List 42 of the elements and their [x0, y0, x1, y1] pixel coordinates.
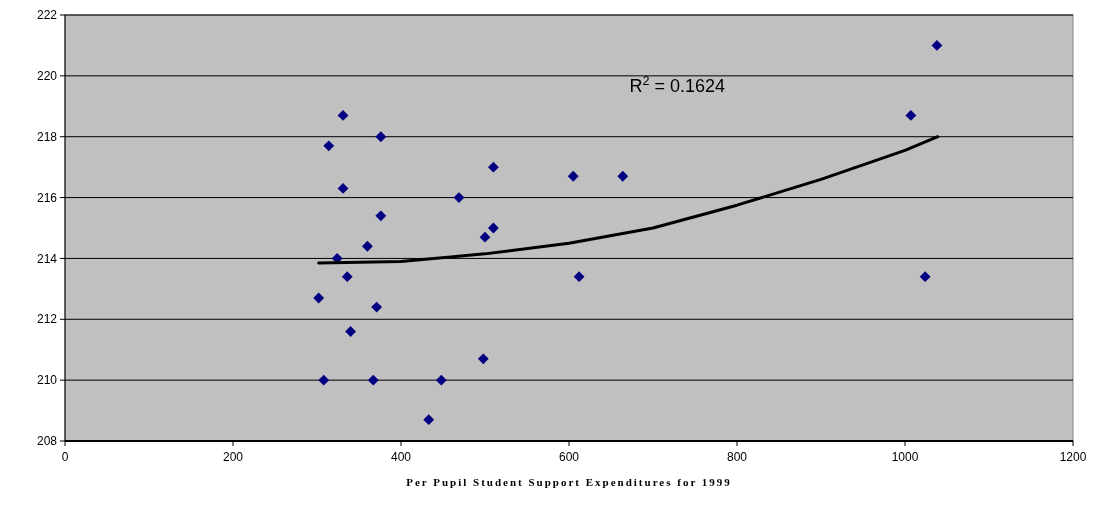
- point: [487, 222, 499, 234]
- point: [345, 326, 357, 337]
- point: [905, 109, 917, 121]
- point: [487, 161, 499, 173]
- y-tick-label: 216: [36, 190, 58, 205]
- point: [367, 374, 379, 386]
- y-tick-label: 212: [36, 312, 58, 327]
- y-tick-label: 208: [36, 434, 58, 449]
- point: [931, 40, 943, 51]
- x-tick-label: 400: [390, 450, 412, 464]
- point: [423, 414, 435, 426]
- y-tick-label: 214: [36, 251, 58, 266]
- y-tick-label: 218: [36, 129, 58, 144]
- point: [337, 183, 349, 194]
- point: [453, 192, 465, 203]
- y-tick-label: 220: [36, 69, 58, 84]
- point: [313, 292, 325, 304]
- point: [337, 109, 349, 121]
- x-tick-label: 800: [726, 450, 748, 464]
- point: [477, 353, 489, 365]
- point: [617, 170, 629, 182]
- x-tick-label: 1200: [1059, 450, 1087, 464]
- point: [361, 240, 373, 252]
- x-axis-title: Per Pupil Student Support Expenditures for 1999: [406, 476, 732, 488]
- point: [371, 301, 383, 313]
- point: [919, 271, 931, 283]
- point: [479, 231, 491, 243]
- y-tick-label: 222: [36, 8, 58, 23]
- point: [435, 374, 447, 386]
- point: [567, 170, 579, 182]
- point: [375, 131, 387, 143]
- point: [318, 374, 330, 386]
- point: [375, 210, 387, 222]
- x-tick-label: 600: [558, 450, 580, 464]
- annotation: R$^{2}$ = 0.1624: [629, 73, 726, 96]
- x-tick-label: 200: [222, 450, 244, 464]
- point: [341, 271, 353, 283]
- point: [323, 140, 335, 152]
- x-tick-label: 1000: [891, 450, 919, 464]
- point: [573, 271, 585, 283]
- y-tick-label: 210: [36, 373, 58, 388]
- x-tick-label: 0: [61, 450, 69, 464]
